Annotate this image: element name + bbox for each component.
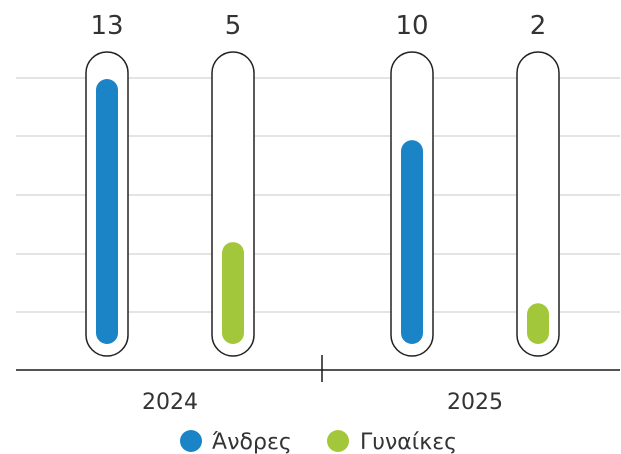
bar xyxy=(96,79,118,344)
legend-label: Άνδρες xyxy=(212,430,292,454)
bars: 13 5 10 2 xyxy=(85,11,560,357)
category-label: 2024 xyxy=(142,390,198,415)
data-label: 13 xyxy=(90,11,123,41)
category-label: 2025 xyxy=(447,390,503,415)
data-label: 5 xyxy=(225,11,242,41)
bar xyxy=(222,242,244,344)
legend-label: Γυναίκες xyxy=(360,430,457,454)
legend: Άνδρες Γυναίκες xyxy=(180,430,457,454)
legend-swatch xyxy=(327,430,349,452)
bar xyxy=(401,140,423,344)
data-label: 2 xyxy=(530,11,547,41)
data-label: 10 xyxy=(395,11,428,41)
legend-swatch xyxy=(180,430,202,452)
bar-track xyxy=(516,51,560,357)
bar xyxy=(527,303,549,344)
x-axis: 2024 2025 xyxy=(16,355,620,415)
